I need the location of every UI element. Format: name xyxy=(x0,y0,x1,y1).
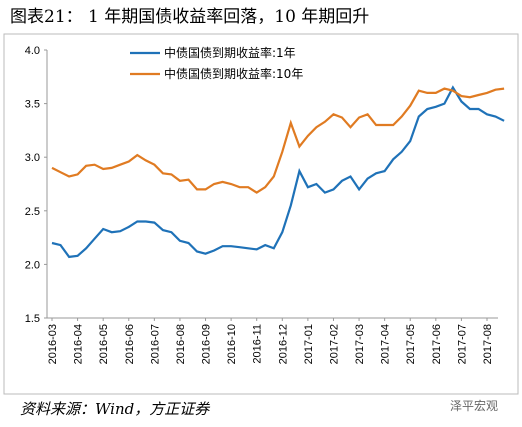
x-tick-label: 2016-12 xyxy=(277,324,289,364)
legend-label: 中债国债到期收益率:10年 xyxy=(164,66,303,81)
x-tick-label: 2016-08 xyxy=(175,324,187,364)
x-tick-label: 2016-11 xyxy=(252,324,264,364)
x-tick-label: 2016-04 xyxy=(73,324,85,364)
y-tick-label: 2.0 xyxy=(25,259,40,271)
watermark: 泽平宏观 xyxy=(450,398,498,413)
x-tick-label: 2017-01 xyxy=(303,324,315,364)
x-tick-label: 2016-09 xyxy=(201,324,213,364)
line-series xyxy=(51,85,505,259)
x-tick-label: 2017-05 xyxy=(405,324,417,364)
x-tick-label: 2016-05 xyxy=(98,324,110,364)
x-tick-label: 2017-06 xyxy=(431,324,443,364)
x-tick-label: 2016-06 xyxy=(124,324,136,364)
source: 资料来源：Wind，方正证券 xyxy=(20,400,210,418)
y-tick-label: 4.0 xyxy=(25,45,40,57)
y-tick-label: 2.5 xyxy=(25,206,40,218)
y-tick-label: 3.0 xyxy=(25,152,40,164)
x-tick-label: 2016-03 xyxy=(47,324,59,364)
x-tick-label: 2017-02 xyxy=(328,324,340,364)
legend-label: 中债国债到期收益率:1年 xyxy=(164,45,296,60)
line-series xyxy=(51,87,505,194)
y-tick-label: 1.5 xyxy=(25,313,40,325)
x-tick-label: 2016-07 xyxy=(149,324,161,364)
y-tick-label: 3.5 xyxy=(25,99,40,111)
x-tick-label: 2016-10 xyxy=(226,324,238,364)
chart-frame xyxy=(3,33,519,395)
x-tick-label: 2017-08 xyxy=(482,324,494,364)
chart-title: 图表21： 1 年期国债收益率回落，10 年期回升 xyxy=(10,7,369,27)
x-tick-label: 2017-07 xyxy=(456,324,468,364)
x-tick-label: 2017-03 xyxy=(354,324,366,364)
x-tick-label: 2017-04 xyxy=(380,324,392,364)
